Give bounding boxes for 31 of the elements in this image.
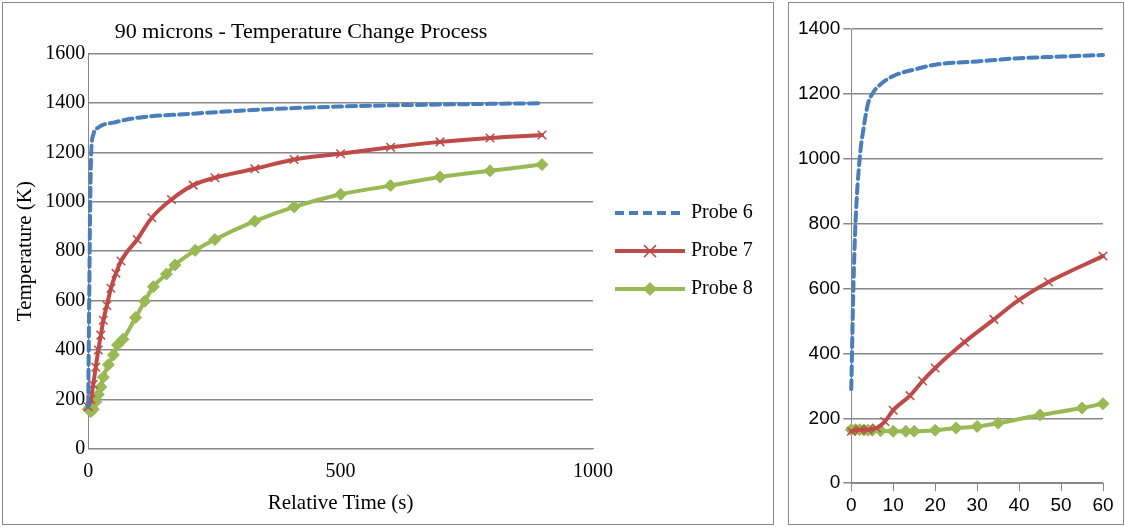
y-tick-label: 200	[808, 406, 841, 428]
legend-label: Probe 6	[691, 200, 753, 223]
chart-title: 90 microns - Temperature Change Process	[114, 17, 488, 43]
y-tick-label: 1000	[797, 147, 841, 169]
legend-label: Probe 8	[691, 276, 753, 299]
x-tick-label: 50	[1050, 493, 1072, 515]
y-tick-label: 1000	[45, 188, 86, 211]
y-tick-label: 800	[55, 238, 86, 261]
y-tick-label: 1400	[45, 90, 86, 113]
y-tick-label: 600	[55, 287, 86, 310]
x-tick-label: 60	[1092, 493, 1114, 515]
y-axis-title: Temperature (K)	[12, 180, 37, 322]
y-tick-label: 800	[808, 211, 841, 233]
x-axis-title: Relative Time (s)	[267, 489, 414, 514]
y-tick-label: 1200	[45, 139, 86, 162]
y-tick-label: 1600	[45, 40, 86, 63]
y-tick-label: 1400	[797, 17, 841, 39]
legend-label: Probe 7	[691, 238, 753, 261]
y-tick-label: 200	[55, 386, 86, 409]
y-tick-label: 600	[808, 276, 841, 298]
x-tick-label: 1000	[573, 459, 613, 482]
x-tick-label: 0	[845, 493, 857, 515]
x-tick-label: 10	[882, 493, 904, 515]
y-tick-label: 0	[75, 436, 86, 459]
x-tick-label: 40	[1008, 493, 1030, 515]
x-tick-label: 20	[924, 493, 946, 515]
x-tick-label: 30	[966, 493, 988, 515]
x-tick-label: 500	[325, 459, 356, 482]
y-tick-label: 400	[808, 341, 841, 363]
y-tick-label: 400	[55, 337, 86, 360]
y-tick-label: 1200	[797, 82, 841, 104]
